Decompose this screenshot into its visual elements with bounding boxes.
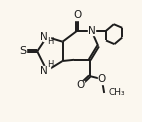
Text: O: O	[73, 10, 81, 20]
Text: N: N	[88, 26, 95, 36]
Text: O: O	[98, 74, 106, 84]
Text: H: H	[47, 60, 53, 69]
Text: N: N	[40, 66, 48, 76]
Bar	[43, 32, 51, 41]
Bar	[98, 75, 105, 84]
Bar	[76, 81, 84, 90]
Text: H: H	[47, 37, 54, 46]
Text: CH₃: CH₃	[109, 88, 126, 97]
Bar	[88, 26, 95, 35]
Bar	[43, 66, 51, 75]
Text: N: N	[40, 32, 48, 42]
Text: S: S	[19, 46, 26, 56]
Bar	[73, 11, 81, 20]
Text: O: O	[76, 80, 84, 90]
Bar	[19, 47, 26, 56]
